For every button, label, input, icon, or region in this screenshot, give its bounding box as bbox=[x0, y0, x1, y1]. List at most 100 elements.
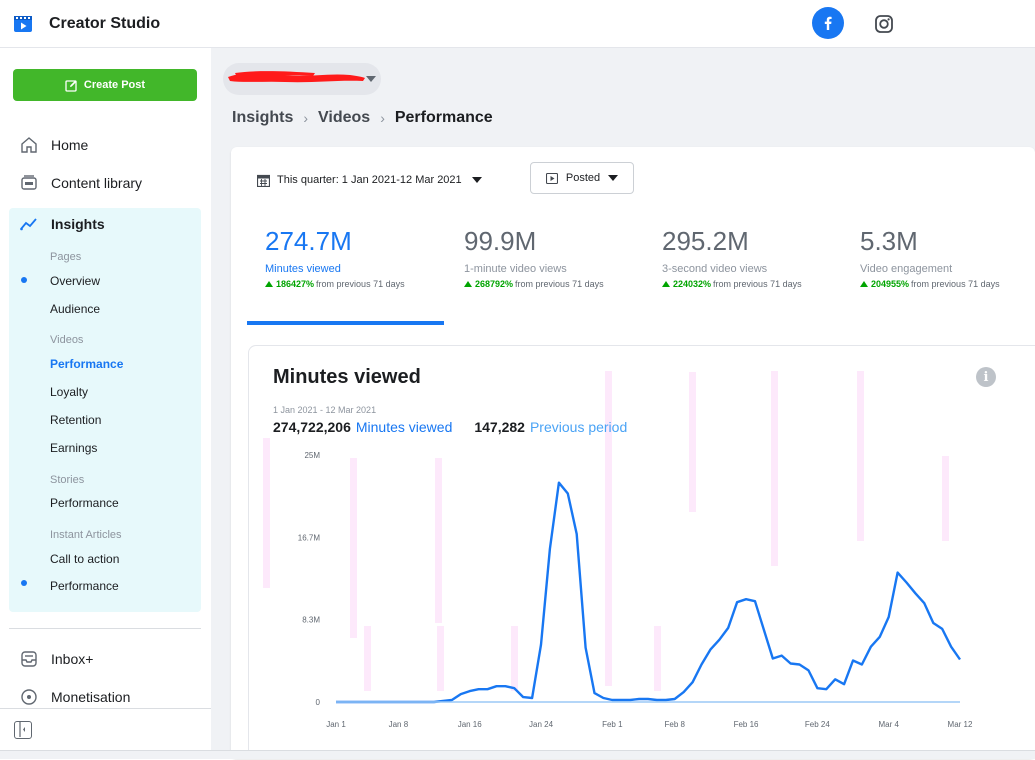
metric-change-pct: 204955% bbox=[871, 279, 910, 289]
sidebar-divider bbox=[9, 628, 201, 629]
caret-down-icon bbox=[471, 177, 482, 183]
posted-filter-dropdown[interactable]: Posted bbox=[530, 162, 634, 194]
chart-background-band bbox=[857, 371, 864, 541]
sidebar-item-loyalty[interactable]: Loyalty bbox=[50, 385, 89, 399]
info-icon[interactable]: i bbox=[976, 367, 996, 387]
sidebar-item-content-library[interactable]: Content library bbox=[0, 168, 211, 198]
facebook-f-glyph-icon bbox=[824, 16, 832, 30]
home-icon bbox=[19, 135, 39, 155]
series-line-minutes-viewed bbox=[336, 481, 961, 704]
sidebar-item-label: Content library bbox=[51, 175, 143, 191]
chart-background-band bbox=[689, 372, 696, 512]
line-chart: 0 8.3M 16.7M 25M Jan 1 Jan 8 Jan 16 Jan 24 Feb 1… bbox=[263, 371, 973, 729]
chart-legend: 274,722,206 Minutes viewed 147,282 Previ… bbox=[273, 419, 627, 435]
chart-title: Minutes viewed bbox=[273, 366, 421, 388]
page-bottom-strip bbox=[0, 750, 1035, 759]
arrow-up-icon bbox=[265, 281, 273, 287]
x-tick-label: Feb 24 bbox=[805, 720, 830, 729]
sidebar-item-retention[interactable]: Retention bbox=[50, 413, 102, 427]
collapse-sidebar-icon[interactable] bbox=[14, 721, 32, 739]
current-total: 274,722,206 bbox=[273, 419, 351, 435]
content-library-icon bbox=[19, 173, 39, 193]
metric-change-text: from previous 71 days bbox=[316, 279, 405, 289]
create-post-label: Create Post bbox=[83, 79, 146, 91]
creator-studio-logo-icon bbox=[14, 15, 32, 32]
sidebar-item-call-to-action[interactable]: Call to action bbox=[50, 552, 120, 566]
sidebar-item-overview[interactable]: Overview bbox=[50, 274, 101, 288]
sidebar-item-ia-performance[interactable]: Performance bbox=[50, 579, 119, 593]
current-series-label: Minutes viewed bbox=[355, 419, 453, 435]
posted-label: Posted bbox=[565, 172, 601, 184]
metric-1-minute-views[interactable]: 99.9M 1-minute video views 268792% from … bbox=[464, 226, 654, 298]
facebook-icon[interactable] bbox=[812, 7, 844, 39]
metric-change: 268792% from previous 71 days bbox=[464, 279, 654, 289]
stories-section-header: Stories bbox=[50, 474, 85, 486]
metric-value: 295.2M bbox=[662, 226, 749, 256]
chart-card: 0 8.3M 16.7M 25M Jan 1 Jan 8 Jan 16 Jan 24 Feb 1… bbox=[248, 345, 1035, 759]
chart-background-band bbox=[435, 458, 442, 623]
main-content: Insights › Videos › Performance This qua… bbox=[211, 48, 1035, 759]
y-tick-label: 8.3M bbox=[302, 616, 320, 625]
performance-card: This quarter: 1 Jan 2021-12 Mar 2021 Pos… bbox=[231, 147, 1035, 759]
x-tick-label: Mar 12 bbox=[948, 720, 973, 729]
sidebar-item-videos-performance[interactable]: Performance bbox=[50, 357, 124, 371]
inbox-icon bbox=[19, 649, 39, 669]
chart-background-band bbox=[263, 438, 270, 588]
metric-change: 204955% from previous 71 days bbox=[860, 279, 1030, 289]
chart-background-band bbox=[511, 626, 518, 691]
x-tick-label: Mar 4 bbox=[878, 720, 899, 729]
x-tick-label: Jan 8 bbox=[389, 720, 409, 729]
x-tick-label: Feb 1 bbox=[602, 720, 623, 729]
breadcrumb: Insights › Videos › Performance bbox=[232, 109, 493, 127]
metric-change-text: from previous 71 days bbox=[911, 279, 1000, 289]
metric-change-text: from previous 71 days bbox=[713, 279, 802, 289]
metric-change-text: from previous 71 days bbox=[515, 279, 604, 289]
monetisation-icon bbox=[19, 687, 39, 707]
sidebar-item-label: Monetisation bbox=[51, 689, 131, 705]
metric-video-engagement[interactable]: 5.3M Video engagement 204955% from previ… bbox=[860, 226, 1030, 298]
instagram-icon[interactable] bbox=[873, 13, 895, 35]
chart-background-band bbox=[437, 626, 444, 691]
y-tick-label: 25M bbox=[304, 451, 320, 460]
chart-date-range: 1 Jan 2021 - 12 Mar 2021 bbox=[273, 405, 377, 415]
breadcrumb-videos[interactable]: Videos bbox=[318, 109, 371, 126]
ia-performance-indicator-dot bbox=[21, 580, 27, 586]
pages-section-header: Pages bbox=[50, 251, 82, 263]
arrow-up-icon bbox=[464, 281, 472, 287]
active-metric-indicator bbox=[247, 321, 444, 325]
date-range-filter[interactable]: This quarter: 1 Jan 2021-12 Mar 2021 bbox=[257, 169, 482, 191]
previous-total: 147,282 bbox=[474, 419, 525, 435]
x-tick-label: Jan 24 bbox=[529, 720, 554, 729]
metric-minutes-viewed[interactable]: 274.7M Minutes viewed 186427% from previ… bbox=[265, 226, 455, 298]
sidebar-item-stories-performance[interactable]: Performance bbox=[50, 496, 119, 510]
metric-value: 5.3M bbox=[860, 226, 918, 256]
y-tick-label: 0 bbox=[316, 698, 321, 707]
metric-change-pct: 268792% bbox=[475, 279, 514, 289]
create-post-button[interactable]: Create Post bbox=[13, 69, 197, 101]
overview-indicator-dot bbox=[21, 277, 27, 283]
sidebar-item-audience[interactable]: Audience bbox=[50, 302, 101, 316]
page-selector[interactable] bbox=[223, 63, 381, 95]
x-tick-label: Jan 16 bbox=[458, 720, 483, 729]
sidebar-item-inbox[interactable]: Inbox+ bbox=[0, 644, 211, 674]
chart-background-band bbox=[771, 371, 778, 566]
x-tick-label: Feb 8 bbox=[665, 720, 686, 729]
metric-change: 186427% from previous 71 days bbox=[265, 279, 455, 289]
brand[interactable]: Creator Studio bbox=[0, 14, 160, 34]
chart-background-band bbox=[942, 456, 949, 541]
chevron-down-icon bbox=[366, 76, 376, 82]
date-range-label: This quarter: 1 Jan 2021-12 Mar 2021 bbox=[277, 174, 462, 186]
arrow-up-icon bbox=[662, 281, 670, 287]
metric-3-second-views[interactable]: 295.2M 3-second video views 224032% from… bbox=[662, 226, 852, 298]
sidebar-item-home[interactable]: Home bbox=[0, 130, 211, 160]
chart-background-band bbox=[605, 371, 612, 686]
insights-panel: Insights Pages Overview Audience Videos … bbox=[9, 208, 201, 612]
sidebar-item-monetisation[interactable]: Monetisation bbox=[0, 682, 211, 712]
breadcrumb-insights[interactable]: Insights bbox=[232, 109, 294, 126]
metric-change: 224032% from previous 71 days bbox=[662, 279, 852, 289]
metric-value: 99.9M bbox=[464, 226, 537, 256]
sidebar-item-earnings[interactable]: Earnings bbox=[50, 441, 98, 455]
edit-icon bbox=[65, 79, 77, 92]
metric-label: Video engagement bbox=[860, 263, 953, 275]
sidebar-item-insights[interactable]: Insights bbox=[19, 211, 105, 237]
